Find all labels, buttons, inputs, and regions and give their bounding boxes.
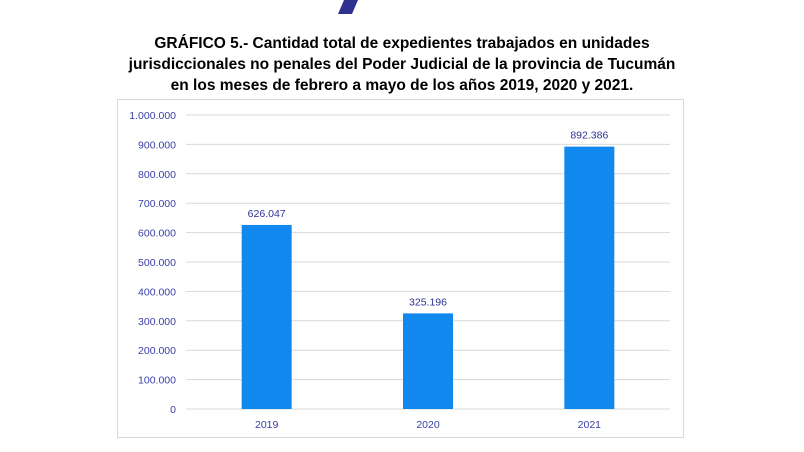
logo-slash-shape [338, 0, 358, 14]
chart-title-line-2: jurisdiccionales no penales del Poder Ju… [128, 56, 676, 73]
y-tick-label: 600.000 [138, 228, 176, 240]
data-label: 892.386 [570, 130, 608, 142]
x-tick-label: 2020 [416, 419, 440, 431]
chart-area: 0 100.000 200.000 300.000 400.000 500.000 600.… [117, 99, 684, 438]
bar-chart: 0 100.000 200.000 300.000 400.000 500.000 600.… [129, 110, 670, 431]
y-tick-label: 300.000 [138, 316, 176, 328]
y-tick-label: 0 [170, 404, 176, 416]
bar [403, 313, 453, 409]
y-tick-label: 900.000 [138, 139, 176, 151]
y-tick-label: 500.000 [138, 257, 176, 269]
data-label: 325.196 [409, 296, 447, 308]
decorative-slash-logo [338, 0, 358, 14]
x-tick-label: 2019 [255, 419, 279, 431]
chart-title-line-3: en los meses de febrero a mayo de los añ… [170, 77, 634, 94]
y-tick-label: 100.000 [138, 375, 176, 387]
data-label: 626.047 [248, 208, 286, 220]
chart-title-line-1: GRÁFICO 5.- Cantidad total de expediente… [154, 35, 650, 52]
y-tick-label: 800.000 [138, 169, 176, 181]
bar [241, 224, 292, 409]
y-tick-label: 200.000 [138, 345, 176, 357]
y-tick-label: 400.000 [138, 286, 176, 298]
chart-title: GRÁFICO 5.- Cantidad total de expediente… [0, 33, 804, 96]
x-tick-label: 2021 [578, 419, 602, 431]
bar [564, 146, 615, 409]
y-tick-label: 1.000.000 [129, 110, 176, 122]
y-tick-label: 700.000 [138, 198, 176, 210]
